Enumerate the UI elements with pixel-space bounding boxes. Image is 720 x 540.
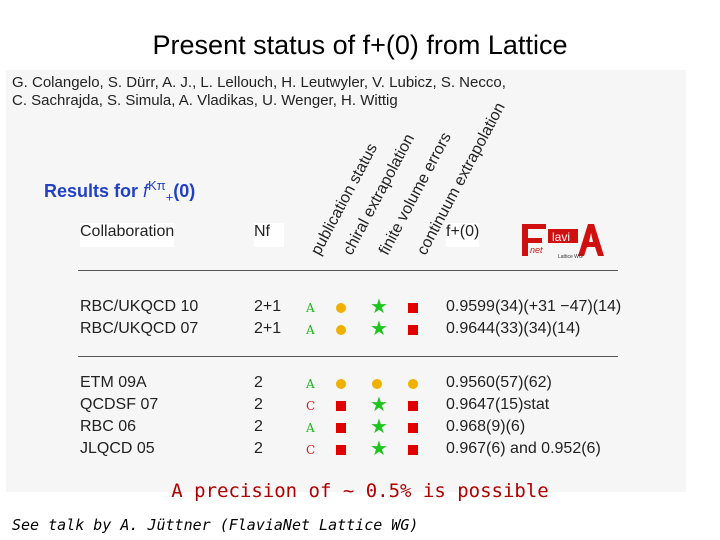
results-heading: Results for fKπ+(0) — [44, 178, 195, 205]
results-panel — [6, 70, 686, 492]
author-line-2: C. Sachrajda, S. Simula, A. Vladikas, U.… — [12, 92, 398, 109]
table-row: QCDSF 07 2 C ★ 0.9647(15)stat — [0, 394, 700, 418]
continuum-square-icon — [408, 423, 418, 433]
finite-volume-star-icon: ★ — [370, 318, 388, 340]
chiral-square-icon — [336, 423, 346, 433]
row-collab: ETM 09A — [80, 374, 147, 391]
chiral-square-icon — [336, 445, 346, 455]
row-value: 0.9599(34)(+31 −47)(14) — [446, 298, 622, 315]
row-collab: RBC 06 — [80, 418, 137, 435]
talk-reference: See talk by A. Jüttner (FlaviaNet Lattic… — [12, 516, 419, 534]
author-list: G. Colangelo, S. Dürr, A. J., L. Lellouc… — [12, 74, 506, 110]
row-nf: 2 — [254, 418, 263, 435]
row-value: 0.968(9)(6) — [446, 418, 526, 435]
flavianet-logo: lavi net Lattice WG — [522, 224, 604, 260]
continuum-dot-icon — [408, 379, 418, 389]
row-value: 0.967(6) and 0.952(6) — [446, 440, 601, 457]
precision-note: A precision of ~ 0.5% is possible — [171, 480, 549, 502]
logo-sub-text: net — [530, 245, 543, 255]
results-sup: Kπ — [148, 178, 166, 193]
row-collab: RBC/UKQCD 07 — [80, 320, 199, 337]
table-row: RBC 06 2 A ★ 0.968(9)(6) — [0, 416, 700, 440]
finite-volume-star-icon: ★ — [370, 416, 388, 438]
row-nf: 2+1 — [254, 320, 282, 337]
finite-volume-star-icon: ★ — [370, 296, 388, 318]
divider-2 — [78, 356, 618, 357]
row-value: 0.9644(33)(34)(14) — [446, 320, 581, 337]
chiral-dot-icon — [336, 379, 346, 389]
row-status: C — [306, 443, 316, 457]
chiral-dot-icon — [336, 325, 346, 335]
row-nf: 2 — [254, 374, 263, 391]
results-f: f — [143, 181, 149, 201]
continuum-square-icon — [408, 325, 418, 335]
row-nf: 2 — [254, 440, 263, 457]
logo-small-text: Lattice WG — [558, 254, 583, 260]
table-row: JLQCD 05 2 C ★ 0.967(6) and 0.952(6) — [0, 438, 700, 462]
finite-volume-star-icon: ★ — [370, 394, 388, 416]
row-collab: JLQCD 05 — [80, 440, 155, 457]
row-value: 0.9560(57)(62) — [446, 374, 552, 391]
continuum-square-icon — [408, 303, 418, 313]
table-row: RBC/UKQCD 10 2+1 A ★ 0.9599(34)(+31 −47)… — [0, 296, 700, 320]
chiral-square-icon — [336, 401, 346, 411]
finite-volume-dot-icon — [372, 379, 382, 389]
row-status: A — [306, 301, 315, 315]
results-prefix: Results for — [44, 181, 144, 201]
author-line-1: G. Colangelo, S. Dürr, A. J., L. Lellouc… — [12, 74, 506, 91]
finite-volume-star-icon: ★ — [370, 438, 388, 460]
col-collaboration: Collaboration — [80, 223, 175, 247]
chiral-dot-icon — [336, 303, 346, 313]
divider-1 — [78, 270, 618, 271]
row-status: A — [306, 323, 315, 337]
row-status: C — [306, 399, 316, 413]
continuum-square-icon — [408, 401, 418, 411]
slide-title: Present status of f+(0) from Lattice — [152, 30, 568, 60]
continuum-square-icon — [408, 445, 418, 455]
row-nf: 2 — [254, 396, 263, 413]
results-suffix: (0) — [173, 181, 196, 201]
row-nf: 2+1 — [254, 298, 282, 315]
results-sub: + — [165, 189, 174, 205]
col-nf: Nf — [254, 223, 284, 247]
logo-main-text: lavi — [552, 230, 570, 244]
row-collab: RBC/UKQCD 10 — [80, 298, 199, 315]
row-status: A — [306, 377, 315, 391]
row-value: 0.9647(15)stat — [446, 396, 550, 413]
col-value: f+(0) — [446, 223, 480, 247]
row-status: A — [306, 421, 315, 435]
table-row: RBC/UKQCD 07 2+1 A ★ 0.9644(33)(34)(14) — [0, 318, 700, 342]
table-row: ETM 09A 2 A 0.9560(57)(62) — [0, 374, 700, 396]
row-collab: QCDSF 07 — [80, 396, 159, 413]
